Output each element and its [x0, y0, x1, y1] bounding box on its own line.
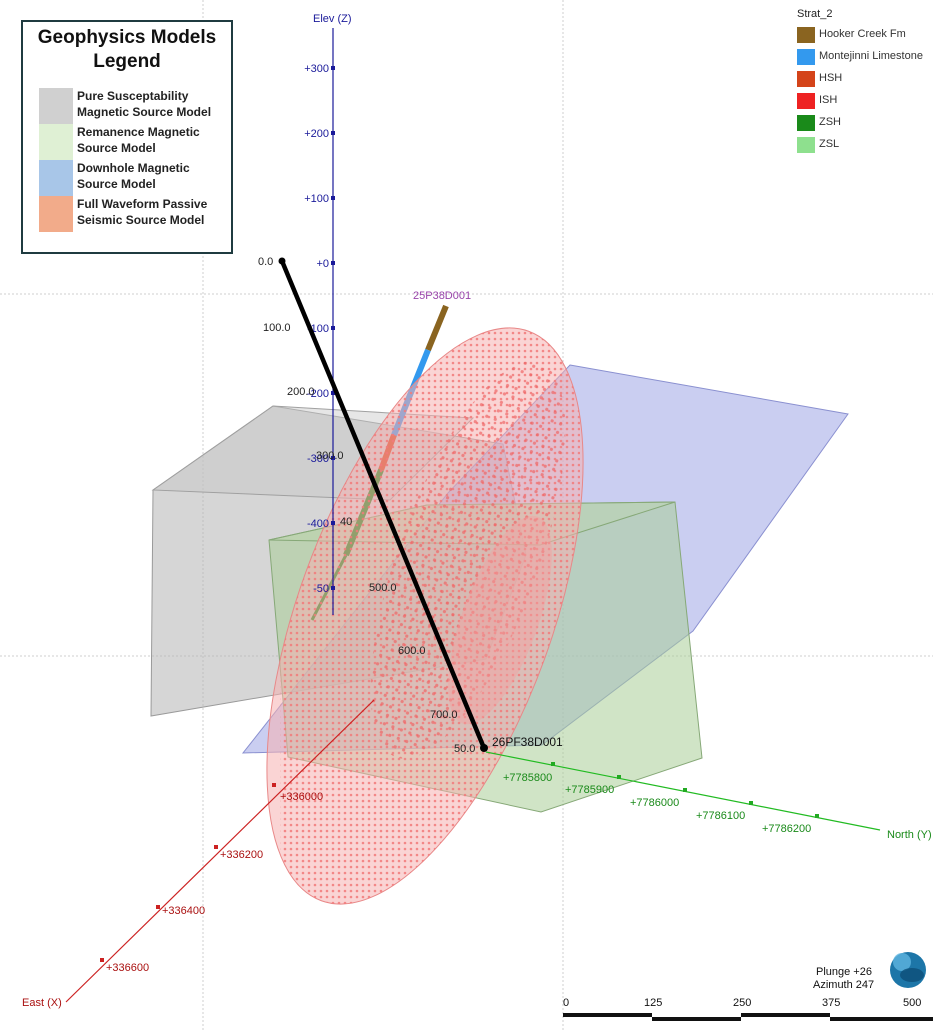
legend-swatch — [39, 124, 73, 160]
azimuth-readout: Azimuth 247 — [813, 979, 874, 991]
depth-label: 300.0 — [316, 450, 344, 462]
depth-label: 200.0 — [287, 386, 315, 398]
geophysics-legend: Geophysics Models Legend Pure Susceptabi… — [21, 20, 233, 254]
depth-label: 700.0 — [430, 709, 458, 721]
strat-swatch — [797, 27, 815, 43]
z-tick-label: -50 — [313, 583, 329, 595]
y-tick-label: +7785900 — [565, 784, 614, 796]
drillhole-26pf38d001: 0.0 100.0 200.0 300.0 40 500.0 600.0 700… — [258, 256, 563, 755]
depth-label: 500.0 — [369, 582, 397, 594]
strat-label: Montejinni Limestone — [819, 50, 923, 62]
legend-swatch — [39, 196, 73, 232]
strat-label: ZSH — [819, 116, 841, 128]
z-axis: Elev (Z) +300 +200 +100 +0 -100 -200 -30… — [304, 13, 352, 615]
y-tick-label: +7785800 — [503, 772, 552, 784]
x-tick-label: +336000 — [280, 791, 323, 803]
strat-swatch — [797, 93, 815, 109]
z-tick-label: +200 — [304, 128, 329, 140]
legend-title: Geophysics Models Legend — [37, 27, 217, 72]
legend-label: Downhole Magnetic Source Model — [77, 161, 190, 191]
depth-label: 40 — [340, 516, 352, 528]
strat-item-zsl: ZSL — [797, 135, 933, 157]
strat-item-hooker-creek: Hooker Creek Fm — [797, 25, 933, 47]
x-axis: +336000 +336200 +336400 +336600 East (X) — [22, 699, 375, 1009]
strat-swatch — [797, 115, 815, 131]
legend-label: Full Waveform Passive Seismic Source Mod… — [77, 197, 208, 227]
legend-item-pure-susceptibility: Pure Susceptability Magnetic Source Mode… — [39, 88, 229, 124]
scale-tick-label: 125 — [644, 997, 662, 1009]
strat-label: ZSL — [819, 138, 840, 150]
z-axis-label: Elev (Z) — [313, 13, 352, 25]
depth-label: 0.0 — [258, 256, 273, 268]
end-of-hole-point — [480, 744, 488, 752]
strat-legend: Strat_2 Hooker Creek Fm Montejinni Limes… — [797, 8, 933, 157]
strat-swatch — [797, 49, 815, 65]
legend-item-downhole: Downhole Magnetic Source Model — [39, 160, 229, 196]
x-axis-label: East (X) — [22, 997, 62, 1009]
depth-label: 600.0 — [398, 645, 426, 657]
scale-tick-label: 500 — [903, 997, 921, 1009]
z-tick-label: +0 — [316, 258, 329, 270]
z-tick-label: +300 — [304, 63, 329, 75]
y-axis-label: North (Y) — [887, 829, 932, 841]
y-tick-label: +7786200 — [762, 823, 811, 835]
z-tick-label: -300 — [307, 453, 329, 465]
strat-legend-title: Strat_2 — [797, 8, 833, 20]
strat-swatch — [797, 137, 815, 153]
x-tick-label: +336200 — [220, 849, 263, 861]
z-tick-label: -200 — [307, 388, 329, 400]
strat-item-montejinni: Montejinni Limestone — [797, 47, 933, 69]
legend-swatch — [39, 160, 73, 196]
x-tick-label: +336600 — [106, 962, 149, 974]
scale-tick-label: 375 — [822, 997, 840, 1009]
strat-label: HSH — [819, 72, 843, 84]
collar-point — [278, 257, 286, 265]
y-tick-label: +7786000 — [630, 797, 679, 809]
scale-tick-label: 0 — [563, 997, 569, 1009]
z-tick-label: +100 — [304, 193, 329, 205]
depth-label: 50.0 — [454, 743, 475, 755]
strat-item-hsh: HSH — [797, 69, 933, 91]
y-tick-label: +7786100 — [696, 810, 745, 822]
strat-label: ISH — [819, 94, 838, 106]
strat-item-ish: ISH — [797, 91, 933, 113]
plunge-readout: Plunge +26 — [816, 966, 872, 978]
z-tick-label: -400 — [307, 518, 329, 530]
orientation-globe-icon[interactable] — [890, 952, 926, 988]
legend-label: Remanence Magnetic Source Model — [77, 125, 200, 155]
legend-label: Pure Susceptability Magnetic Source Mode… — [77, 89, 212, 119]
scale-bar: 0 125 250 375 500 — [563, 997, 933, 1021]
y-axis: +7785800 +7785900 +7786000 +7786100 +778… — [485, 751, 932, 841]
x-tick-label: +336400 — [162, 905, 205, 917]
legend-swatch — [39, 88, 73, 124]
drillhole-label: 26PF38D001 — [492, 735, 563, 749]
drillhole-label: 25P38D001 — [413, 290, 471, 302]
scale-tick-label: 250 — [733, 997, 751, 1009]
strat-label: Hooker Creek Fm — [819, 28, 906, 40]
legend-item-passive-seismic: Full Waveform Passive Seismic Source Mod… — [39, 196, 229, 232]
strat-item-zsh: ZSH — [797, 113, 933, 135]
legend-item-remanence: Remanence Magnetic Source Model — [39, 124, 229, 160]
strat-swatch — [797, 71, 815, 87]
depth-label: 100.0 — [263, 322, 291, 334]
